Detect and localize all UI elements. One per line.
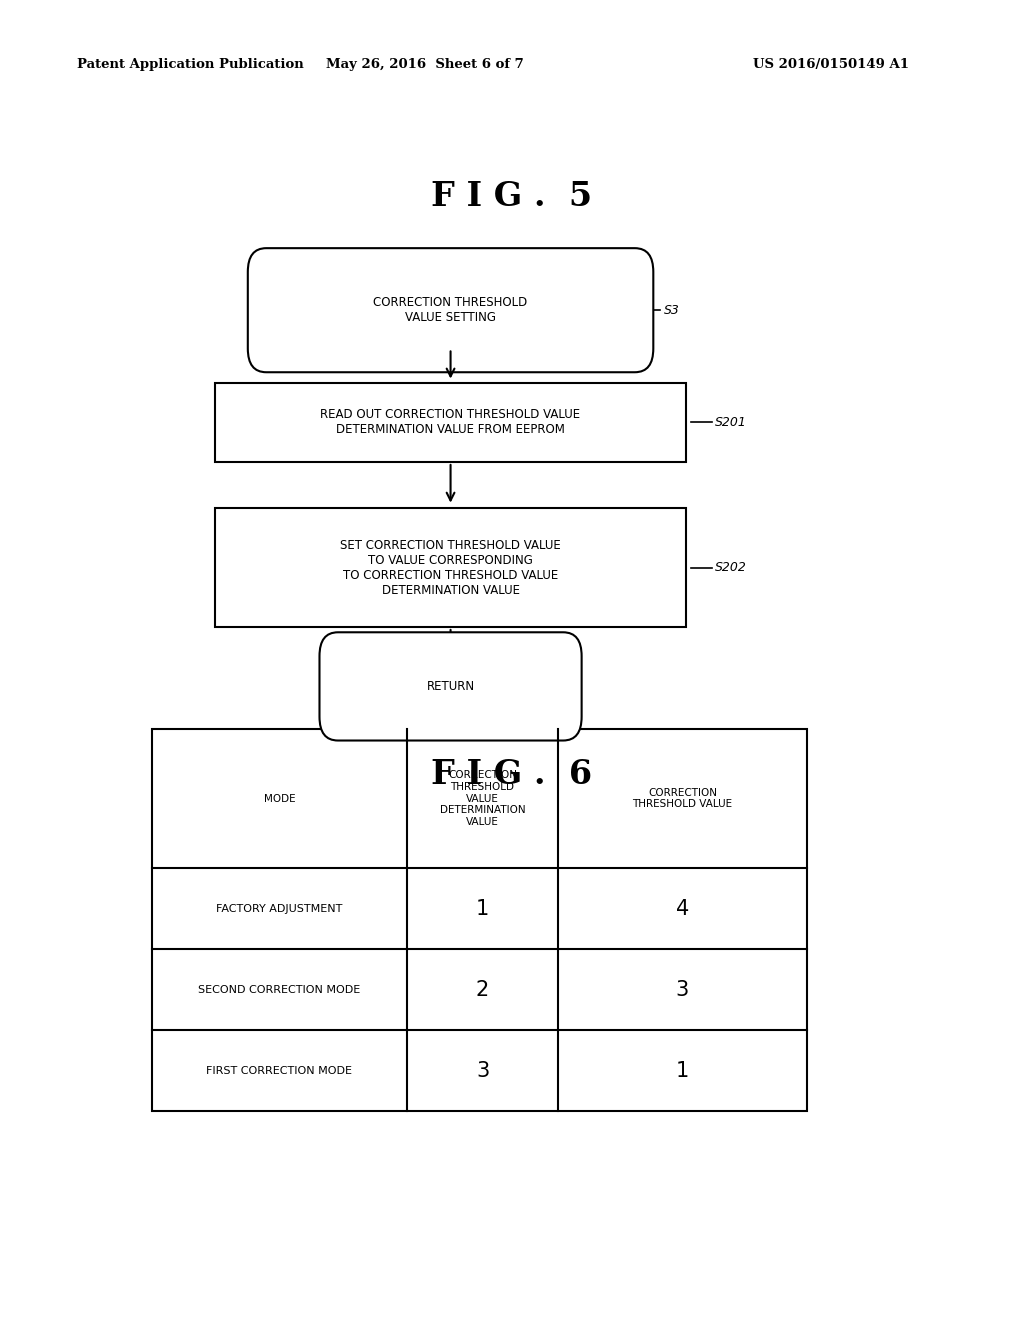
FancyBboxPatch shape [248,248,653,372]
Text: 4: 4 [676,899,689,919]
Bar [215,508,686,627]
Text: MODE: MODE [263,793,295,804]
Text: 1: 1 [676,1061,689,1081]
Text: May 26, 2016  Sheet 6 of 7: May 26, 2016 Sheet 6 of 7 [326,58,524,71]
Bar [152,729,807,1111]
Text: S201: S201 [715,416,746,429]
Text: 1: 1 [476,899,489,919]
Text: SET CORRECTION THRESHOLD VALUE
TO VALUE CORRESPONDING
TO CORRECTION THRESHOLD VA: SET CORRECTION THRESHOLD VALUE TO VALUE … [340,539,561,597]
Text: US 2016/0150149 A1: US 2016/0150149 A1 [753,58,908,71]
Text: S202: S202 [715,561,746,574]
FancyBboxPatch shape [319,632,582,741]
Text: F I G .  6: F I G . 6 [431,758,593,792]
Text: FACTORY ADJUSTMENT: FACTORY ADJUSTMENT [216,904,343,913]
Text: Patent Application Publication: Patent Application Publication [77,58,303,71]
Text: READ OUT CORRECTION THRESHOLD VALUE
DETERMINATION VALUE FROM EEPROM: READ OUT CORRECTION THRESHOLD VALUE DETE… [321,408,581,437]
Text: SECOND CORRECTION MODE: SECOND CORRECTION MODE [199,985,360,995]
Text: 2: 2 [476,979,489,1001]
Text: FIRST CORRECTION MODE: FIRST CORRECTION MODE [207,1067,352,1076]
Text: 3: 3 [676,979,689,1001]
Text: F I G .  5: F I G . 5 [431,181,593,214]
Text: CORRECTION
THRESHOLD
VALUE
DETERMINATION
VALUE: CORRECTION THRESHOLD VALUE DETERMINATION… [439,771,525,826]
Text: 3: 3 [476,1061,489,1081]
Text: CORRECTION THRESHOLD
VALUE SETTING: CORRECTION THRESHOLD VALUE SETTING [374,296,527,325]
Text: S3: S3 [664,304,680,317]
Text: CORRECTION
THRESHOLD VALUE: CORRECTION THRESHOLD VALUE [633,788,732,809]
Bar [215,383,686,462]
Text: RETURN: RETURN [427,680,474,693]
